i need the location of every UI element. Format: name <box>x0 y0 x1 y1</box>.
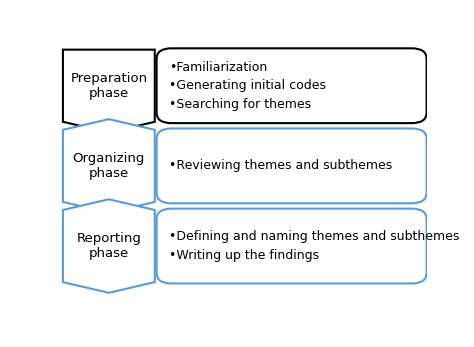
Text: •Familiarization
•Generating initial codes
•Searching for themes: •Familiarization •Generating initial cod… <box>170 61 327 111</box>
Text: Preparation
phase: Preparation phase <box>70 72 147 100</box>
Polygon shape <box>63 199 155 293</box>
Text: •Defining and naming themes and subthemes
•Writing up the findings: •Defining and naming themes and subtheme… <box>170 230 460 262</box>
Text: Reporting
phase: Reporting phase <box>76 232 141 260</box>
Text: Organizing
phase: Organizing phase <box>73 152 145 180</box>
Polygon shape <box>63 50 155 133</box>
FancyBboxPatch shape <box>156 48 427 123</box>
FancyBboxPatch shape <box>156 209 427 283</box>
Polygon shape <box>63 119 155 213</box>
Text: •Reviewing themes and subthemes: •Reviewing themes and subthemes <box>170 159 392 172</box>
FancyBboxPatch shape <box>156 128 427 203</box>
